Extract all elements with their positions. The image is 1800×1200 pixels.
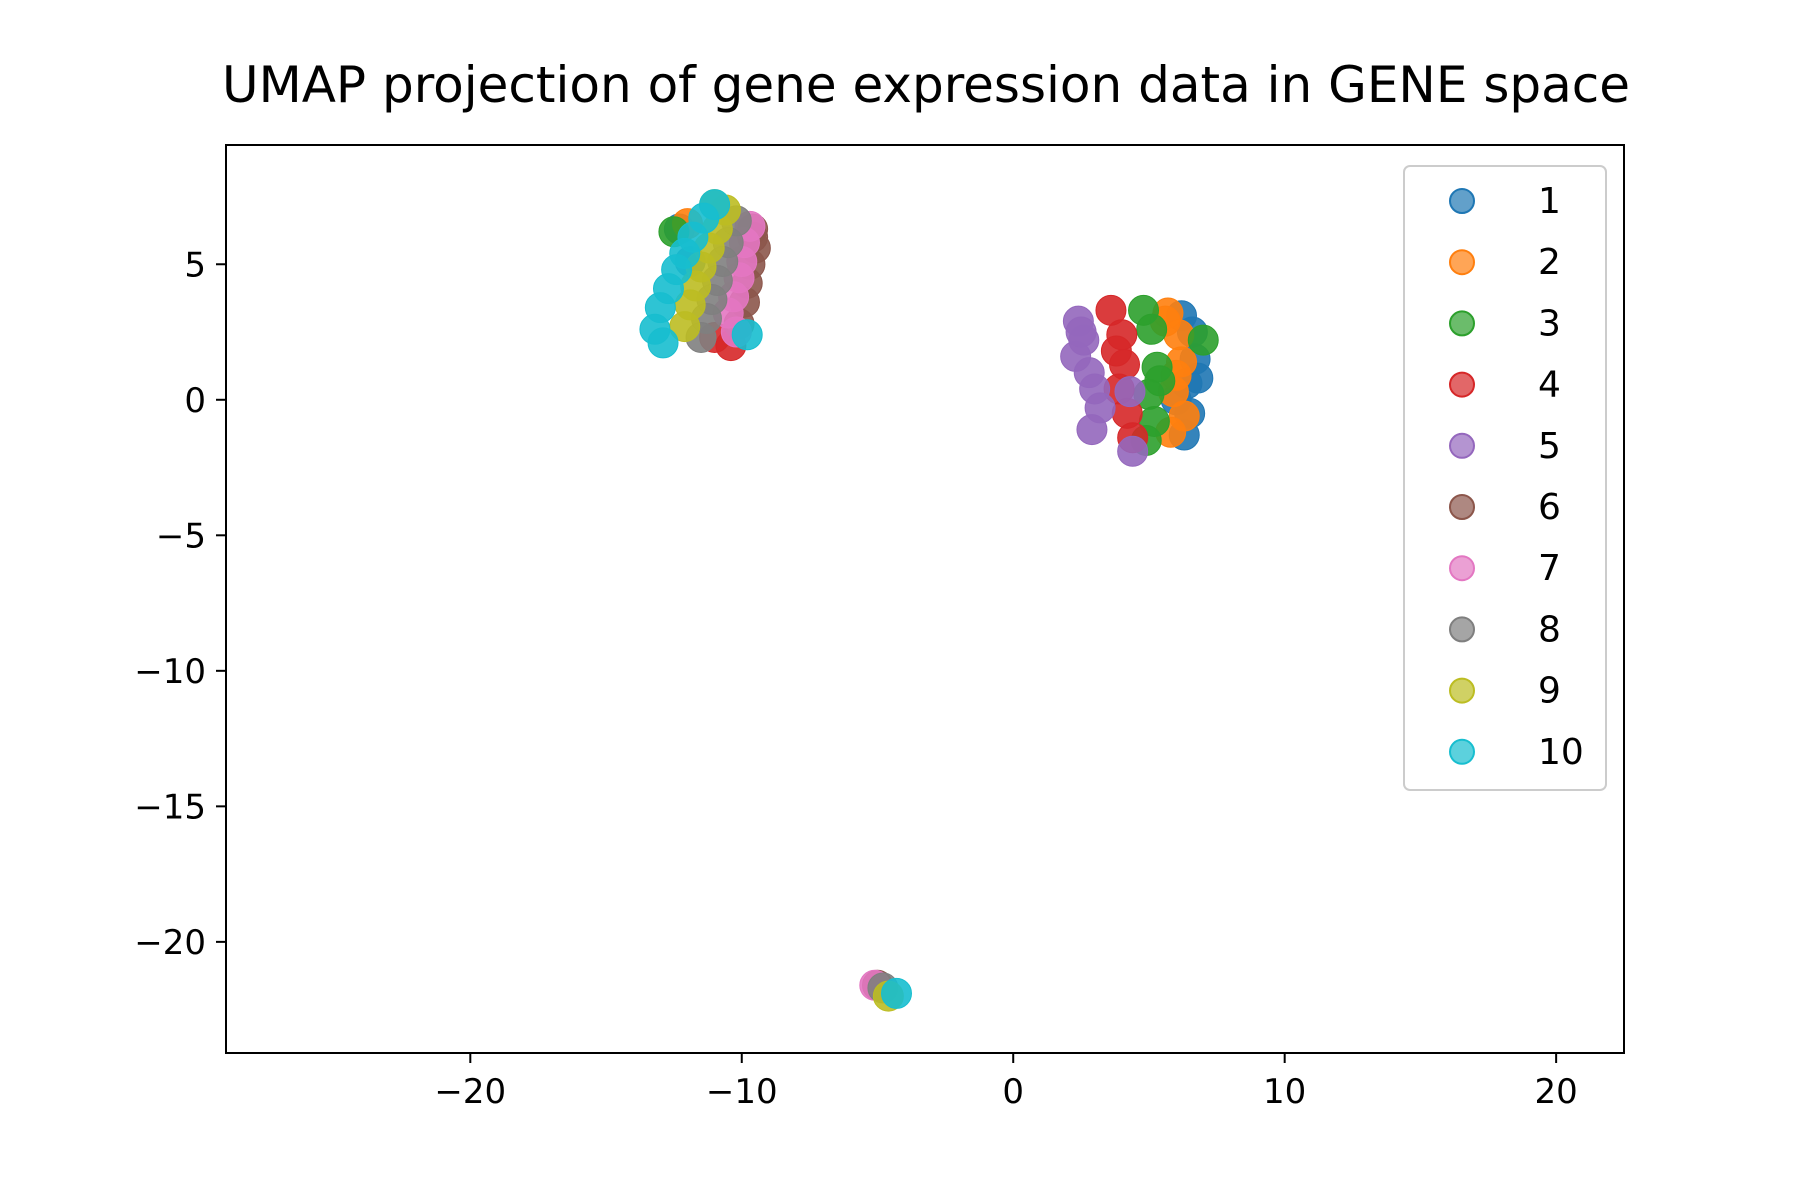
x-tick-label: −20 — [434, 1072, 506, 1112]
x-tick-label: 0 — [1002, 1072, 1024, 1112]
y-axis: 5 0 −5 −10 −15 −20 — [134, 245, 226, 963]
legend-label-5: 5 — [1538, 426, 1561, 467]
series-10-points — [639, 189, 912, 1009]
x-axis: −20 −10 0 10 20 — [434, 1053, 1578, 1112]
y-tick-label: −10 — [134, 652, 206, 692]
legend-marker-2 — [1449, 249, 1475, 276]
legend-marker-5 — [1449, 432, 1475, 459]
legend-label-3: 3 — [1538, 303, 1561, 344]
series-5-point — [1117, 435, 1149, 467]
series-5-point — [1114, 376, 1146, 408]
legend-label-4: 4 — [1538, 365, 1561, 406]
legend-label-8: 8 — [1538, 609, 1561, 650]
series-5-point — [1076, 414, 1108, 446]
series-10-point — [731, 319, 763, 351]
chart-title: UMAP projection of gene expression data … — [222, 56, 1630, 114]
legend-marker-4 — [1449, 371, 1475, 398]
legend-label-10: 10 — [1538, 732, 1584, 773]
x-tick-label: −10 — [706, 1072, 778, 1112]
legend-marker-9 — [1449, 677, 1475, 704]
series-10-point — [647, 327, 679, 359]
plot-area-frame — [225, 144, 1625, 1054]
x-tick-label: 20 — [1535, 1072, 1578, 1112]
legend-marker-10 — [1449, 738, 1475, 765]
y-tick-label: −20 — [134, 923, 206, 963]
y-tick-label: 5 — [184, 245, 206, 285]
x-tick-label: 10 — [1263, 1072, 1306, 1112]
legend-label-9: 9 — [1538, 671, 1561, 712]
legend-marker-1 — [1449, 188, 1475, 214]
series-10-point — [880, 977, 912, 1009]
legend-label-1: 1 — [1538, 181, 1561, 222]
y-tick-label: −5 — [156, 516, 206, 556]
series-3-point — [1144, 365, 1176, 397]
legend: 1 2 3 4 5 6 7 8 9 10 — [1403, 165, 1607, 791]
y-tick-label: 0 — [184, 381, 206, 421]
y-tick-label: −15 — [134, 787, 206, 827]
legend-marker-6 — [1449, 494, 1475, 520]
legend-box — [1403, 165, 1607, 791]
legend-marker-3 — [1449, 310, 1475, 337]
legend-label-7: 7 — [1538, 548, 1561, 589]
series-3-point — [1136, 313, 1168, 345]
series-5-points — [1060, 305, 1149, 467]
legend-marker-8 — [1449, 616, 1475, 643]
scatter-points — [639, 189, 1219, 1012]
legend-marker-7 — [1449, 555, 1475, 582]
legend-label-6: 6 — [1538, 487, 1561, 528]
series-4-point — [1100, 335, 1132, 367]
series-5-point — [1065, 316, 1097, 348]
legend-label-2: 2 — [1538, 242, 1561, 283]
series-3-point — [1187, 324, 1219, 356]
